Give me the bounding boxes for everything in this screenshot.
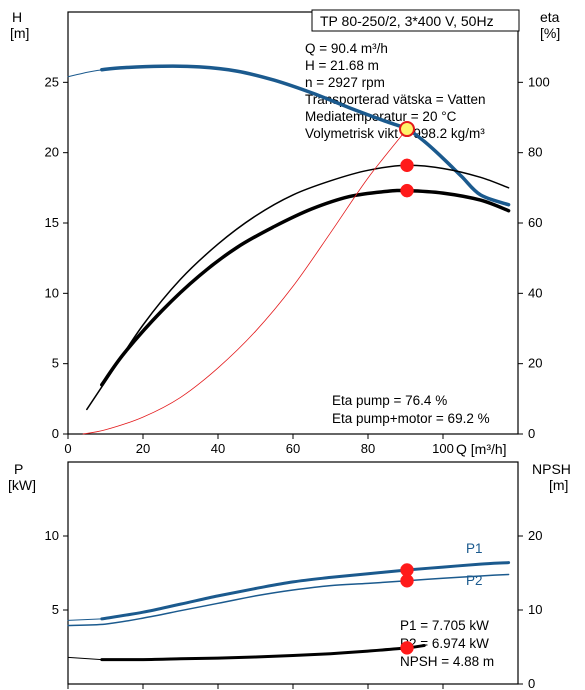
- x-tick-label: 80: [361, 441, 375, 456]
- curve-1-4: [67, 656, 103, 661]
- y-left-tick-label: 25: [45, 74, 59, 89]
- h-axis-unit: [m]: [10, 25, 29, 41]
- info-line-temperature: Mediatemperatur = 20 °C: [305, 109, 457, 124]
- h-axis-label: H: [12, 9, 22, 25]
- y-right-tick-label: 0: [528, 676, 535, 690]
- p1-series-label: P1: [466, 541, 483, 556]
- y-right-tick-label: 100: [528, 74, 550, 89]
- operating-point-marker: [399, 121, 415, 138]
- npsh-axis-label: NPSH: [532, 461, 571, 477]
- title-box: [311, 9, 520, 32]
- eta-pump-motor-text: Eta pump+motor = 69.2 %: [332, 411, 490, 426]
- x-tick-label: 20: [136, 441, 150, 456]
- x-tick-label: 0: [64, 441, 71, 456]
- q-axis-label: Q [m³/h]: [456, 441, 507, 457]
- upper-plot-frame: [67, 11, 519, 435]
- y-right-tick-label: 80: [528, 145, 542, 160]
- info-line-speed: n = 2927 rpm: [305, 75, 385, 90]
- y-right-tick-label: 10: [528, 602, 542, 617]
- efficiency-info: Eta pump = 76.4 % Eta pump+motor = 69.2 …: [332, 393, 490, 426]
- y-left-tick-label: 5: [52, 356, 59, 371]
- y-left-tick-label: 10: [45, 528, 59, 543]
- power-info: P1 = 7.705 kW P2 = 6.974 kW NPSH = 4.88 …: [400, 618, 494, 669]
- curve-0-2: [86, 164, 510, 411]
- duty-point-marker: [400, 641, 414, 655]
- chart-title: TP 80-250/2, 3*400 V, 50Hz: [320, 13, 494, 29]
- p-axis-unit: [kW]: [8, 477, 36, 493]
- eta-axis-label: eta: [540, 9, 560, 25]
- curve-0-3: [100, 188, 511, 387]
- info-line-flow: Q = 90.4 m³/h: [305, 41, 388, 56]
- duty-point-marker: [400, 158, 414, 173]
- p1-value-text: P1 = 7.705 kW: [400, 618, 489, 633]
- x-tick-label: 100: [432, 441, 454, 456]
- p2-series-label: P2: [466, 573, 483, 588]
- y-left-tick-label: 15: [45, 215, 59, 230]
- curve-1-2: [67, 573, 510, 627]
- x-tick-label: 40: [211, 441, 225, 456]
- info-line-head: H = 21.68 m: [305, 58, 379, 73]
- curve-1-3: [100, 644, 426, 662]
- x-tick-label: 60: [286, 441, 300, 456]
- y-right-tick-label: 20: [528, 528, 542, 543]
- duty-point-marker: [400, 574, 414, 588]
- y-right-tick-label: 0: [528, 426, 535, 441]
- npsh-axis-unit: [m]: [549, 477, 568, 493]
- y-left-tick-label: 10: [45, 285, 59, 300]
- y-right-tick-label: 20: [528, 356, 542, 371]
- y-left-tick-label: 20: [45, 145, 59, 160]
- operating-point-info: Q = 90.4 m³/h H = 21.68 m n = 2927 rpm T…: [305, 41, 485, 141]
- info-line-liquid: Transporterad vätska = Vatten: [305, 92, 485, 107]
- eta-axis-unit: [%]: [540, 25, 560, 41]
- y-right-tick-label: 60: [528, 215, 542, 230]
- y-right-tick-label: 40: [528, 285, 542, 300]
- info-line-density: Volymetrisk vikt = 998.2 kg/m³: [305, 126, 485, 141]
- curve-0-4: [82, 128, 408, 435]
- p-axis-label: P: [14, 461, 23, 477]
- y-left-tick-label: 5: [52, 602, 59, 617]
- duty-point-marker: [400, 183, 414, 198]
- y-left-tick-label: 0: [52, 426, 59, 441]
- npsh-value-text: NPSH = 4.88 m: [400, 654, 494, 669]
- eta-pump-text: Eta pump = 76.4 %: [332, 393, 447, 408]
- curve-0-1: [67, 69, 103, 78]
- curve-1-0: [100, 561, 511, 621]
- curve-1-1: [67, 618, 103, 621]
